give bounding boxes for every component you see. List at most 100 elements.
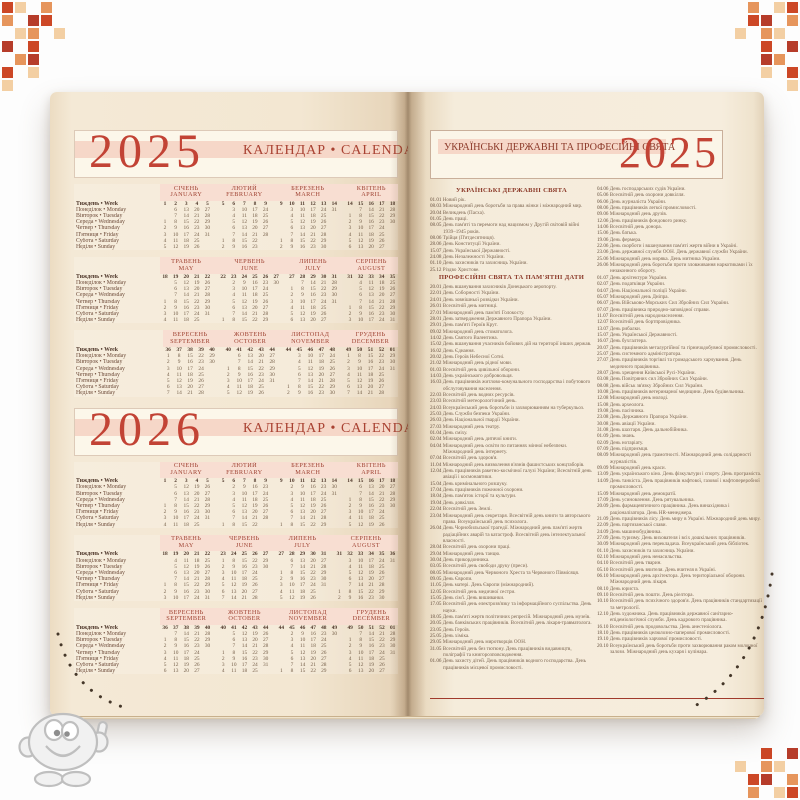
day-number: 21 xyxy=(367,390,374,397)
holiday-entry: 12.06 День працівників фондового ринку. xyxy=(597,217,688,224)
day-number: 15 xyxy=(367,353,374,360)
holiday-date: 25.12 xyxy=(430,266,442,273)
day-number: 5 xyxy=(232,630,236,637)
holiday-entry: 31.05 Всесвітній день без тютюну. День п… xyxy=(430,645,572,659)
day-number: 26 xyxy=(262,503,269,510)
day-number: 25 xyxy=(262,292,269,299)
day-number: 3 xyxy=(163,515,167,522)
day-number xyxy=(387,244,398,250)
day-number: 20 xyxy=(241,588,247,595)
month-name-ua: ЛЮТИЙ xyxy=(231,462,258,470)
week-number: 50 xyxy=(358,624,364,631)
holiday-entry: 26.01 Всесвітній день митниці. xyxy=(430,303,498,310)
day-number: 2 xyxy=(166,359,170,366)
weekday-row: Неділя • Sunday 4 11 18 25 1 8 15 22 29 6 13 20 27 3 10… xyxy=(74,317,398,323)
day-number: 12 xyxy=(173,661,179,668)
week-number: 8 xyxy=(253,478,257,485)
week-number: 27 xyxy=(273,273,279,280)
year-label: 2025 xyxy=(89,125,205,178)
holiday-date: 11.05 xyxy=(430,582,442,589)
month-name-ua: СЕРПЕНЬ xyxy=(355,257,387,265)
day-number: 12 xyxy=(231,582,237,589)
day-number: 3 xyxy=(163,594,167,601)
day-number: 21 xyxy=(252,231,258,238)
day-number: 26 xyxy=(320,311,327,318)
day-number: 7 xyxy=(221,594,225,601)
day-number: 25 xyxy=(321,643,327,650)
mosaic-tile xyxy=(748,54,759,65)
holiday-date: 20.07 xyxy=(597,344,609,351)
day-number: 2 xyxy=(221,563,225,570)
day-number: 21 xyxy=(194,576,200,583)
holiday-date: 20.01 xyxy=(430,284,442,291)
holiday-entry: 23.04 Міжнародний день секретаря. Всесві… xyxy=(430,512,591,525)
day-number: 10 xyxy=(358,649,364,656)
weekday-label: Четвер • Thursday xyxy=(76,298,120,305)
day-number: 5 xyxy=(359,286,362,293)
holiday-entry: 12.04 День працівників ракетно-космічної… xyxy=(430,468,592,481)
week-number: 25 xyxy=(252,273,258,280)
weekday-row: Четвер • Thursday 1 8 15 22 29 5 12 19 26 3 10 17 24 3… xyxy=(74,299,398,305)
month-name-en: AUGUST xyxy=(357,264,386,272)
week-number: 18 xyxy=(162,551,168,558)
day-number: 26 xyxy=(310,594,316,601)
day-number: 13 xyxy=(241,225,248,232)
holiday-date: 12.07 xyxy=(597,319,609,326)
day-number: 8 xyxy=(290,237,294,244)
holidays-year-label: 2025 xyxy=(619,128,719,177)
day-number: 17 xyxy=(183,515,189,522)
day-number: 11 xyxy=(173,655,179,662)
mosaic-tile xyxy=(787,41,798,52)
day-number: 15 xyxy=(241,521,248,528)
weekday-label: Четвер • Thursday xyxy=(76,371,120,378)
week-number: 22 xyxy=(204,273,211,280)
day-number: 2 xyxy=(163,509,167,516)
day-number: 27 xyxy=(379,244,385,251)
day-number: 25 xyxy=(379,655,385,662)
day-number: 4 xyxy=(232,213,236,219)
day-number: 7 xyxy=(347,390,350,397)
day-number: 30 xyxy=(379,594,385,601)
holiday-entry: 25.05 День хіміка. xyxy=(430,633,470,640)
mosaic-tile xyxy=(54,15,65,26)
week-number: 40 xyxy=(225,347,231,354)
page-bottom-rule xyxy=(430,698,764,699)
holiday-entry: 15.04 День кримінального розшуку. xyxy=(430,480,508,487)
month-row-spacer xyxy=(74,330,163,347)
day-number: 26 xyxy=(262,298,269,305)
day-number: 1 xyxy=(280,668,283,675)
holiday-entry: 28.04 Всесвітній день охорони праці. xyxy=(430,544,511,551)
mosaic-tile xyxy=(2,15,13,26)
day-number: 24 xyxy=(320,206,327,213)
day-number: 3 xyxy=(232,490,236,497)
day-number: 9 xyxy=(298,390,301,397)
week-number: 30 xyxy=(310,551,316,558)
holiday-date: 15.07 xyxy=(597,331,609,338)
mosaic-tile xyxy=(735,80,746,91)
day-number: 14 xyxy=(368,630,375,637)
weekday-row: Неділя • Sunday 6 13 20 27 4 11 18 25 1 8 15 22 29 6 13… xyxy=(74,668,398,674)
week-numbers-row: Тиждень • Week 18 19 20 21 22 22 23 24 25 26 27 27 28… xyxy=(74,274,398,280)
day-number: 5 xyxy=(221,582,225,589)
mosaic-tile xyxy=(28,67,39,78)
holiday-entry: 12.10 День художника. День працівників д… xyxy=(597,611,734,624)
day-number: 14 xyxy=(241,311,247,318)
day-number: 2 xyxy=(221,655,225,662)
day-number: 19 xyxy=(183,244,189,251)
day-number: 17 xyxy=(368,509,374,516)
day-number: 12 xyxy=(299,219,306,226)
day-number xyxy=(387,668,398,674)
day-number: 6 xyxy=(232,637,236,644)
month-gap xyxy=(339,257,345,274)
holiday-entry: 04.04 Міжнародний день освіти по питання… xyxy=(430,442,568,456)
month-name-en: SEPTEMBER xyxy=(170,337,211,345)
day-number: 1 xyxy=(163,637,167,644)
day-number: 31 xyxy=(204,515,211,522)
day-number: 9 xyxy=(290,244,294,251)
holiday-date: 15.07 xyxy=(430,247,442,254)
day-number: 22 xyxy=(194,503,200,510)
day-number: 18 xyxy=(247,384,253,391)
day-number: 19 xyxy=(187,378,193,385)
holiday-entry: 15.07 День Української Державності. xyxy=(597,331,678,338)
mascot-logo xyxy=(18,712,109,788)
